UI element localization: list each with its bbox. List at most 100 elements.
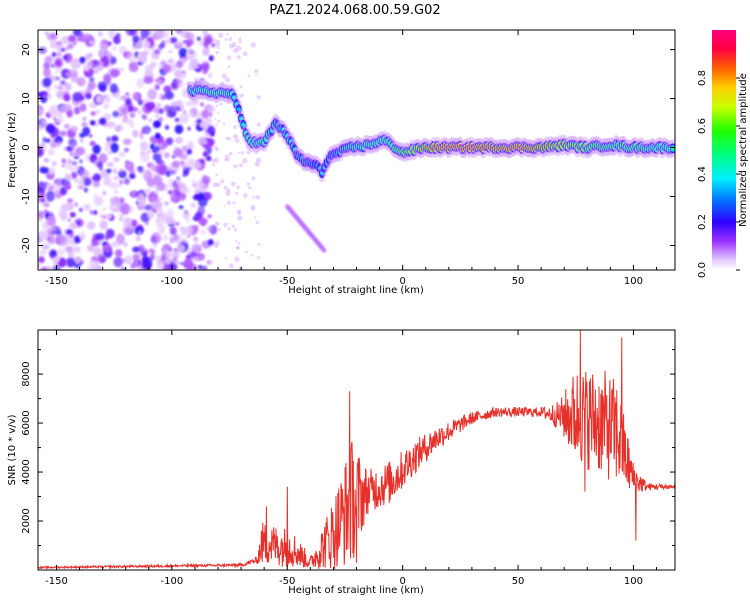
noise-blob (55, 44, 64, 52)
noise-blob (237, 242, 241, 245)
noise-blob (83, 65, 90, 72)
noise-blob (117, 114, 121, 120)
noise-blob (83, 187, 89, 193)
noise-blob (142, 51, 148, 57)
noise-blob (196, 118, 203, 125)
colorbar-tick-label: 0.2 (697, 214, 708, 230)
noise-blob (39, 166, 49, 174)
noise-blob (207, 214, 212, 219)
noise-blob (189, 112, 195, 117)
noise-blob (250, 253, 254, 257)
noise-blob (141, 127, 146, 134)
noise-blob (185, 41, 192, 48)
noise-blob (106, 121, 116, 129)
noise-blob (191, 51, 198, 57)
y-tick-label: 6000 (21, 410, 32, 435)
noise-blob (92, 176, 97, 181)
noise-blob (183, 258, 194, 270)
noise-blob (83, 33, 92, 40)
colorbar-label: Normalized spectral amplitude (738, 73, 749, 227)
noise-blob (132, 253, 141, 261)
noise-blob (38, 181, 47, 194)
noise-blob (82, 126, 91, 137)
noise-blob (79, 32, 83, 36)
noise-blob (107, 149, 114, 155)
noise-blob (124, 161, 135, 171)
noise-blob (43, 209, 48, 215)
noise-blob (232, 201, 236, 205)
noise-blob (93, 210, 98, 215)
noise-blob (162, 63, 171, 74)
noise-blob (255, 157, 262, 164)
noise-blob (46, 214, 56, 227)
colorbar-tick-label: 0.0 (697, 262, 708, 278)
noise-blob (125, 160, 129, 164)
streak-point (321, 248, 327, 253)
noise-blob (89, 140, 96, 147)
noise-blob (120, 202, 131, 215)
noise-blob (112, 167, 118, 175)
noise-blob (106, 161, 114, 167)
noise-blob (186, 249, 191, 253)
noise-blob (228, 263, 234, 269)
noise-blob (176, 180, 180, 184)
noise-blob (95, 94, 103, 104)
noise-blob (215, 104, 219, 108)
noise-blob (162, 265, 171, 270)
noise-blob (157, 116, 164, 123)
noise-blob (156, 255, 160, 260)
noise-blob (71, 161, 78, 166)
noise-blob (46, 87, 52, 92)
noise-blob (99, 154, 108, 164)
noise-blob (226, 55, 232, 61)
colorbar-tick-label: 0.4 (697, 166, 708, 182)
noise-blob (63, 123, 71, 130)
noise-blob (45, 123, 56, 134)
noise-blob (161, 40, 166, 44)
noise-blob (154, 83, 160, 91)
y-tick-label: 2000 (21, 508, 32, 533)
noise-blob (143, 188, 151, 195)
noise-blob (106, 168, 112, 173)
noise-blob (167, 190, 173, 195)
noise-blob (81, 122, 88, 127)
noise-blob (124, 227, 132, 235)
noise-blob (212, 182, 218, 188)
noise-blob (105, 228, 115, 239)
noise-blob (112, 241, 121, 248)
noise-blob (223, 185, 228, 190)
noise-blob (123, 147, 130, 153)
noise-blob (42, 77, 52, 88)
noise-blob (98, 31, 103, 37)
noise-blob (79, 57, 86, 64)
noise-blob (184, 155, 188, 159)
noise-blob (181, 145, 188, 152)
y-tick-label: -20 (21, 237, 32, 253)
noise-blob (176, 176, 180, 181)
noise-blob (238, 40, 242, 44)
noise-blob (186, 219, 190, 223)
noise-blob (102, 113, 112, 121)
noise-blob (149, 61, 157, 69)
noise-blob (101, 207, 107, 211)
noise-blob (61, 163, 66, 168)
noise-blob (51, 142, 57, 148)
noise-blob (142, 40, 151, 50)
noise-blob (110, 68, 120, 78)
noise-blob (177, 120, 182, 126)
noise-blob (73, 256, 82, 264)
noise-blob (143, 76, 154, 84)
noise-blob (68, 160, 72, 163)
noise-blob (160, 42, 166, 48)
noise-blob (123, 242, 128, 248)
x-tick-label: 50 (512, 576, 525, 587)
noise-blob (166, 217, 176, 226)
noise-blob (60, 80, 66, 85)
noise-blob (145, 102, 156, 111)
noise-blob (69, 151, 74, 157)
noise-blob (157, 217, 163, 223)
noise-blob (89, 76, 95, 83)
noise-blob (70, 145, 76, 151)
noise-blob (113, 157, 120, 162)
noise-blob (187, 126, 191, 131)
